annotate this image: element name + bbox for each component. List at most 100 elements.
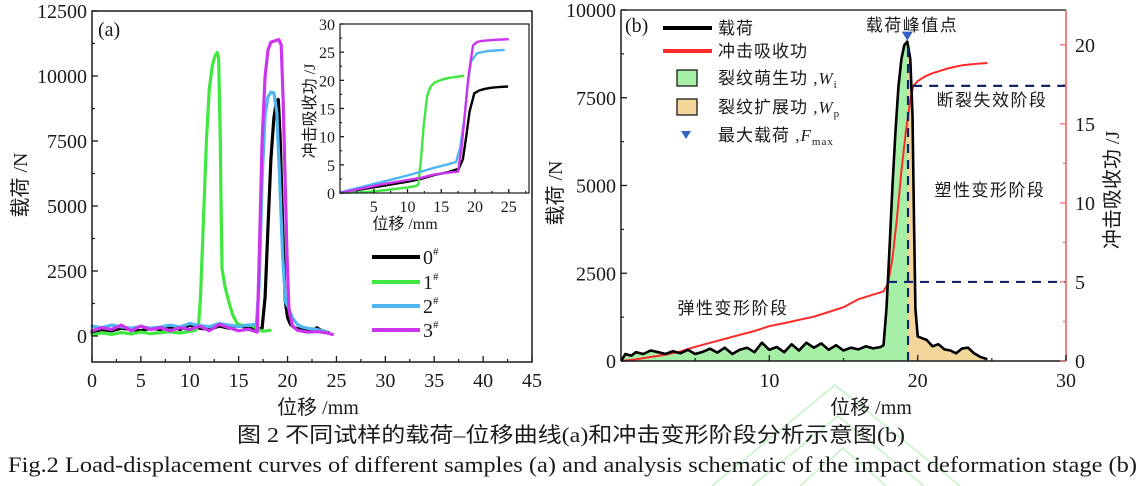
- right-y-tick-label: 5: [1075, 272, 1085, 294]
- panel-a-load-displacement-chart: 0 5 10 15 20 25 30 35 40 450250050007500100001250…: [9, 1, 542, 419]
- legend-label-text: 裂纹扩展功 ,: [718, 98, 819, 117]
- annotation-elastic-deformation-stage: 弹性变形阶段: [678, 299, 789, 318]
- legend-label-subscript: max: [812, 136, 834, 148]
- legend-item-b: 最大载荷 ,Fmax: [681, 126, 834, 148]
- left-y-tick-label: 0: [327, 186, 335, 203]
- left-y-tick-label: 5000: [47, 196, 87, 218]
- figure-caption-chinese: 图 2 不同试样的载荷–位移曲线(a)和冲击变形阶段分析示意图(b): [237, 423, 905, 447]
- legend-label-number: 0: [423, 247, 433, 269]
- x-axis-title-a: 位移 /mm: [277, 396, 359, 419]
- left-y-tick-label: 30: [319, 17, 335, 34]
- legend-label: 裂纹扩展功 ,Wp: [718, 98, 840, 120]
- legend-label-text: 载荷: [718, 19, 754, 38]
- x-tick-label: 15: [433, 199, 449, 216]
- x-tick-label: 30: [1056, 370, 1076, 392]
- legend-item-sample-1: 1#: [372, 271, 439, 294]
- annotation-plastic-deformation-stage: 塑性变形阶段: [935, 181, 1046, 200]
- left-y-tick-label: 15: [319, 102, 335, 119]
- inset-x-axis-title: 位移 /mm: [372, 215, 438, 233]
- legend-item-sample-3: 3#: [372, 319, 439, 342]
- left-y-tick-label: 7500: [576, 88, 616, 110]
- watermark-chevron: [711, 383, 961, 486]
- x-tick-label: 25: [501, 199, 517, 216]
- energy-curve-sample-1: [339, 74, 465, 195]
- left-y-tick-label: 25: [319, 45, 335, 62]
- reference-lines: [888, 41, 1066, 361]
- figure-caption-english: Fig.2 Load-displacement curves of differ…: [8, 452, 1137, 477]
- left-y-tick-label: 0: [77, 326, 87, 348]
- left-y-tick-label: 5000: [576, 176, 616, 198]
- legend-label: 1#: [423, 271, 439, 294]
- x-tick-label: 45: [522, 370, 542, 392]
- right-y-tick-label: 20: [1075, 35, 1095, 57]
- x-tick-label: 15: [229, 370, 249, 392]
- legend-box-swatch: [676, 69, 698, 87]
- legend-label-superscript: #: [433, 246, 439, 258]
- legend-item-sample-0: 0#: [372, 246, 439, 269]
- left-y-tick-label: 10: [319, 130, 335, 147]
- x-tick-label: 5: [136, 370, 146, 392]
- legend-item-sample-2: 2#: [372, 295, 439, 318]
- x-tick-label: 0: [87, 370, 97, 392]
- series-lines-a: [90, 37, 335, 337]
- inset-y-axis-title: 冲击吸收功 /J: [301, 64, 319, 159]
- watermark: [711, 383, 961, 486]
- legend-label-variable: W: [819, 98, 835, 117]
- left-y-tick-label: 0: [606, 351, 616, 373]
- energy-curve-sample-3: [339, 38, 509, 195]
- left-y-tick-label: 20: [319, 73, 335, 90]
- y-axis-title-a: 载荷 /N: [9, 153, 32, 218]
- legend-item-b: 裂纹扩展功 ,Wp: [676, 98, 840, 120]
- legend-label-superscript: #: [433, 319, 439, 331]
- left-y-tick-label: 2500: [47, 261, 87, 283]
- energy-curve: [620, 62, 988, 362]
- legend-label: 最大载荷 ,Fmax: [718, 126, 834, 148]
- x-tick-label: 10: [180, 370, 200, 392]
- legend-label-subscript: i: [834, 79, 838, 91]
- load-curve-sample-3: [90, 37, 335, 336]
- legend-label-number: 1: [423, 272, 433, 294]
- x-tick-label: 20: [908, 370, 928, 392]
- load-curve: [619, 40, 988, 362]
- left-y-tick-label: 2500: [576, 263, 616, 285]
- legend-label-number: 2: [423, 296, 433, 318]
- legend-label-subscript: p: [834, 108, 841, 120]
- legend-label-number: 3: [423, 320, 433, 342]
- legend-item-b: 载荷: [663, 19, 754, 38]
- legend-label-variable: W: [819, 69, 835, 88]
- legend-label-superscript: #: [433, 295, 439, 307]
- series-lines-inset: [339, 38, 509, 195]
- annotation-peak-point: 载荷峰值点: [866, 16, 959, 35]
- left-y-tick-label: 10000: [37, 66, 87, 88]
- legend-label-text: 裂纹萌生功 ,: [718, 69, 819, 88]
- legend-label: 载荷: [718, 19, 754, 38]
- legend-label-variable: F: [800, 126, 812, 145]
- x-tick-label: 20: [278, 370, 298, 392]
- x-tick-label: 10: [400, 199, 416, 216]
- max-load-marker-icon: [901, 31, 913, 41]
- legend-label-superscript: #: [433, 271, 439, 283]
- left-y-tick-label: 12500: [37, 1, 87, 23]
- watermark-chevron: [751, 414, 925, 486]
- panel-label-b: (b): [625, 15, 648, 37]
- legend-label: 2#: [423, 295, 439, 318]
- x-tick-label: 40: [473, 370, 493, 392]
- annotation-fracture-failure-stage: 断裂失效阶段: [937, 91, 1048, 110]
- plot-a-area: 0 5 10 15 20 25 30 35 40 450250050007500100001250…: [37, 1, 542, 392]
- right-y-tick-label: 15: [1075, 114, 1095, 136]
- left-y-tick-label: 7500: [47, 131, 87, 153]
- x-tick-label: 35: [424, 370, 444, 392]
- x-axis-title-b: 位移 /mm: [830, 396, 912, 419]
- left-y-tick-label: 5: [327, 158, 335, 175]
- energy-curve-sample-2: [339, 48, 505, 194]
- y2-axis-title-b: 冲击吸收功 /J: [1101, 131, 1124, 250]
- right-y-tick-label: 0: [1075, 351, 1085, 373]
- right-y-tick-label: 10: [1075, 193, 1095, 215]
- x-tick-label: 30: [375, 370, 395, 392]
